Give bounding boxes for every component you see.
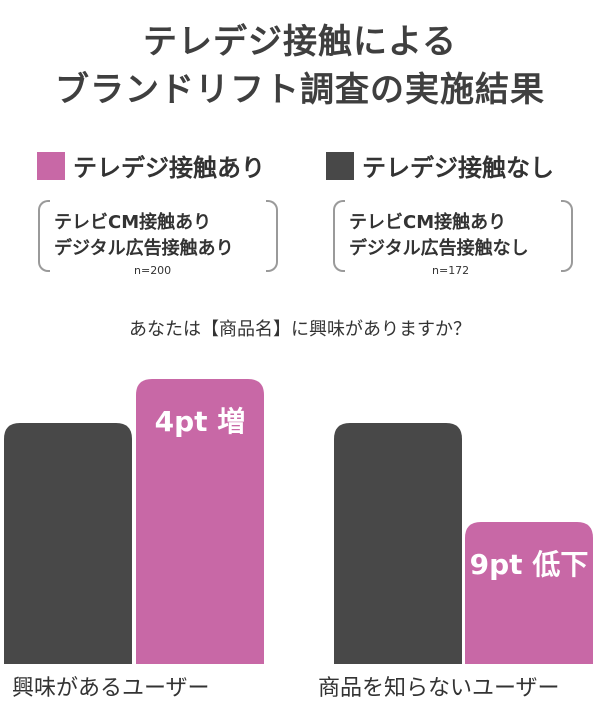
legend-label-with-contact: テレデジ接触あり <box>73 154 265 182</box>
description-line-tv: テレビCM接触あり <box>54 212 212 233</box>
bar-0-0 <box>4 423 132 664</box>
bar-1-1 <box>465 522 593 664</box>
bar-1-0 <box>334 423 462 664</box>
legend-label-without-contact: テレデジ接触なし <box>362 154 554 182</box>
bracket-left <box>38 200 50 272</box>
x-category-label-interested: 興味があるユーザー <box>12 676 210 701</box>
bar-annotation-0: 4pt 増 <box>155 405 246 438</box>
description-box-with-contact: テレビCM接触あり デジタル広告接触あり <box>38 200 278 272</box>
bracket-left <box>333 200 345 272</box>
title-line-2: ブランドリフト調査の実施結果 <box>55 70 545 110</box>
description-line-digital: デジタル広告接触なし <box>349 238 529 259</box>
description-line-tv: テレビCM接触あり <box>349 212 507 233</box>
bracket-right <box>266 200 278 272</box>
legend-item-without-contact: テレデジ接触なし <box>326 148 554 183</box>
description-box-without-contact: テレビCM接触あり デジタル広告接触なし <box>333 200 573 272</box>
description-line-digital: デジタル広告接触あり <box>54 238 234 259</box>
legend-item-with-contact: テレデジ接触あり <box>37 148 265 183</box>
title-line-1: テレデジ接触による <box>143 22 457 62</box>
bracket-right <box>561 200 573 272</box>
bar-0-1 <box>136 379 264 664</box>
legend-swatch-dark <box>326 151 354 180</box>
bar-annotation-1: 9pt 低下 <box>470 548 589 581</box>
sample-size-with-contact: n=200 <box>134 264 172 277</box>
sample-size-without-contact: n=172 <box>432 264 470 277</box>
x-category-label-unaware: 商品を知らないユーザー <box>318 676 560 701</box>
survey-question: あなたは【商品名】に興味がありますか？ <box>129 319 471 340</box>
legend-swatch-pink <box>37 151 65 180</box>
